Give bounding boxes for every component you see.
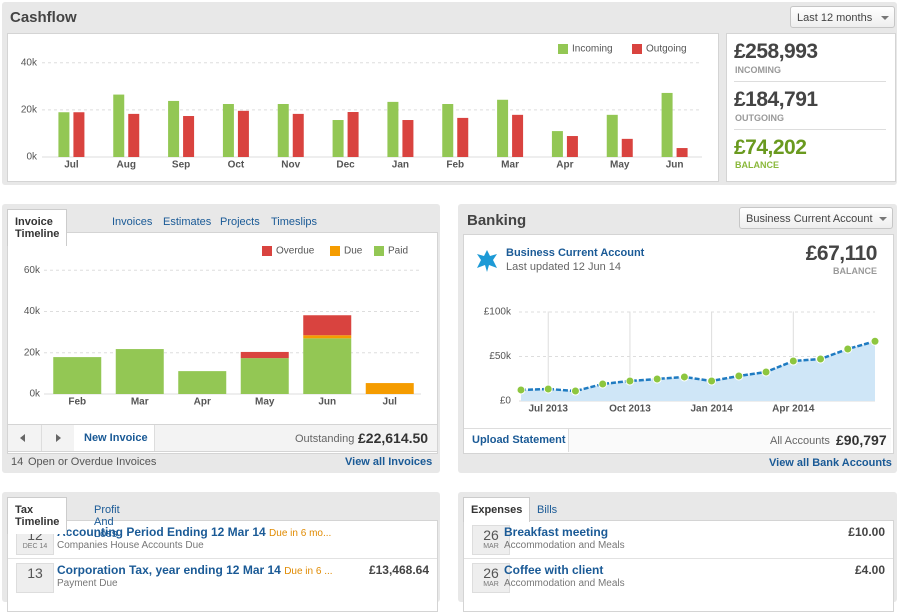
new-invoice-cell bbox=[74, 425, 155, 451]
title: Corporation Tax, year ending 12 Mar 14 bbox=[57, 563, 281, 577]
tab[interactable]: Invoices bbox=[112, 216, 153, 228]
tax-box: 12 DEC 14 Accounting Period Ending 12 Mar… bbox=[7, 520, 438, 612]
summary-label: OUTGOING bbox=[735, 113, 784, 123]
row-amount: £10.00 bbox=[848, 525, 885, 539]
tax-panel: 12 DEC 14 Accounting Period Ending 12 Mar… bbox=[2, 492, 440, 612]
tab[interactable]: Projects bbox=[220, 216, 260, 228]
upload-statement[interactable]: Upload Statement bbox=[472, 434, 566, 446]
summary-amount: £258,993 bbox=[734, 40, 818, 63]
next-button[interactable] bbox=[41, 425, 75, 451]
due: Due in 6 ... bbox=[284, 566, 333, 577]
summary-label: BALANCE bbox=[735, 160, 779, 170]
period-select[interactable]: Last 12 months bbox=[790, 6, 895, 28]
title: Accounting Period Ending 12 Mar 14 bbox=[57, 525, 266, 539]
summary-label: INCOMING bbox=[735, 65, 781, 75]
month: MAR bbox=[483, 581, 499, 588]
tab[interactable]: Tax Timeline bbox=[7, 497, 68, 534]
divider bbox=[734, 81, 886, 82]
tab[interactable]: Expenses bbox=[463, 497, 531, 522]
month: DEC 14 bbox=[22, 543, 48, 550]
account-select[interactable]: Business Current Account bbox=[739, 207, 893, 229]
all-accounts-label: All Accounts bbox=[770, 435, 830, 447]
expenses-box: 26 MAR Breakfast meeting Accommodation an… bbox=[463, 520, 894, 612]
day: 26 bbox=[483, 527, 499, 543]
row-sub: Companies House Accounts Due bbox=[57, 540, 204, 551]
upload-cell bbox=[464, 429, 569, 452]
row-sub: Accommodation and Meals bbox=[504, 578, 625, 589]
invoice-panel: Invoice Timeline Invoices Estimates Proj… bbox=[2, 204, 440, 473]
cashflow-chart-box bbox=[7, 33, 719, 182]
row-title[interactable]: Corporation Tax, year ending 12 Mar 14 D… bbox=[57, 563, 333, 577]
date-badge: 26 MAR bbox=[472, 525, 510, 555]
summary-box: £258,993 INCOMING £184,791 OUTGOING £74,… bbox=[726, 33, 896, 182]
outstanding-label: Outstanding bbox=[295, 433, 355, 445]
outstanding-amount: £22,614.50 bbox=[358, 430, 429, 446]
bank-logo bbox=[477, 250, 497, 272]
invoice-chart-box bbox=[7, 232, 438, 454]
tab[interactable]: Profit And Loss bbox=[94, 504, 120, 540]
summary-amount: £74,202 bbox=[734, 136, 807, 159]
due: Due in 6 mo... bbox=[269, 528, 332, 539]
expenses-panel: 26 MAR Breakfast meeting Accommodation an… bbox=[458, 492, 897, 612]
open-count: 14 bbox=[11, 456, 24, 468]
account-name[interactable]: Business Current Account bbox=[506, 247, 645, 259]
cashflow-panel: Cashflow Last 12 months £258,993 INCOMIN… bbox=[2, 2, 897, 185]
tab[interactable]: Bills bbox=[537, 504, 558, 516]
banking-title: Banking bbox=[467, 212, 527, 229]
invoice-footer: New Invoice Outstanding £22,614.50 bbox=[7, 424, 438, 452]
open-label: Open or Overdue Invoices bbox=[28, 456, 157, 468]
row-title[interactable]: Coffee with client bbox=[504, 563, 604, 577]
bank-balance: £67,110 bbox=[805, 242, 878, 265]
month: MAR bbox=[483, 543, 499, 550]
view-all-invoices[interactable]: View all Invoices bbox=[345, 456, 433, 468]
divider bbox=[734, 129, 886, 130]
row-sub: Accommodation and Meals bbox=[504, 540, 625, 551]
prev-button[interactable] bbox=[8, 425, 42, 451]
divider bbox=[8, 558, 437, 559]
date-badge: 26 MAR bbox=[472, 563, 510, 593]
summary-amount: £184,791 bbox=[734, 88, 818, 111]
row-title[interactable]: Breakfast meeting bbox=[504, 525, 609, 539]
day: 13 bbox=[27, 565, 43, 581]
row-amount: £13,468.64 bbox=[368, 563, 429, 577]
row-title[interactable]: Accounting Period Ending 12 Mar 14 Due i… bbox=[57, 525, 331, 539]
day: 26 bbox=[483, 565, 499, 581]
bank-balance-label: BALANCE bbox=[833, 266, 877, 276]
date-badge: 13 bbox=[16, 563, 54, 593]
tab[interactable]: Invoice Timeline bbox=[7, 209, 68, 246]
new-invoice-button[interactable]: New Invoice bbox=[84, 432, 148, 444]
tab[interactable]: Timeslips bbox=[271, 216, 318, 228]
divider bbox=[464, 558, 893, 559]
bank-footer: Upload Statement All Accounts £90,797 bbox=[464, 428, 891, 452]
row-sub: Payment Due bbox=[57, 578, 118, 589]
last-updated: Last updated 12 Jun 14 bbox=[506, 261, 621, 273]
all-accounts-amount: £90,797 bbox=[836, 432, 887, 448]
tab[interactable]: Estimates bbox=[163, 216, 212, 228]
row-amount: £4.00 bbox=[854, 563, 885, 577]
cashflow-title: Cashflow bbox=[10, 9, 77, 26]
banking-panel: Banking Business Current Account Busines… bbox=[458, 204, 897, 473]
view-all-bank[interactable]: View all Bank Accounts bbox=[769, 457, 892, 469]
